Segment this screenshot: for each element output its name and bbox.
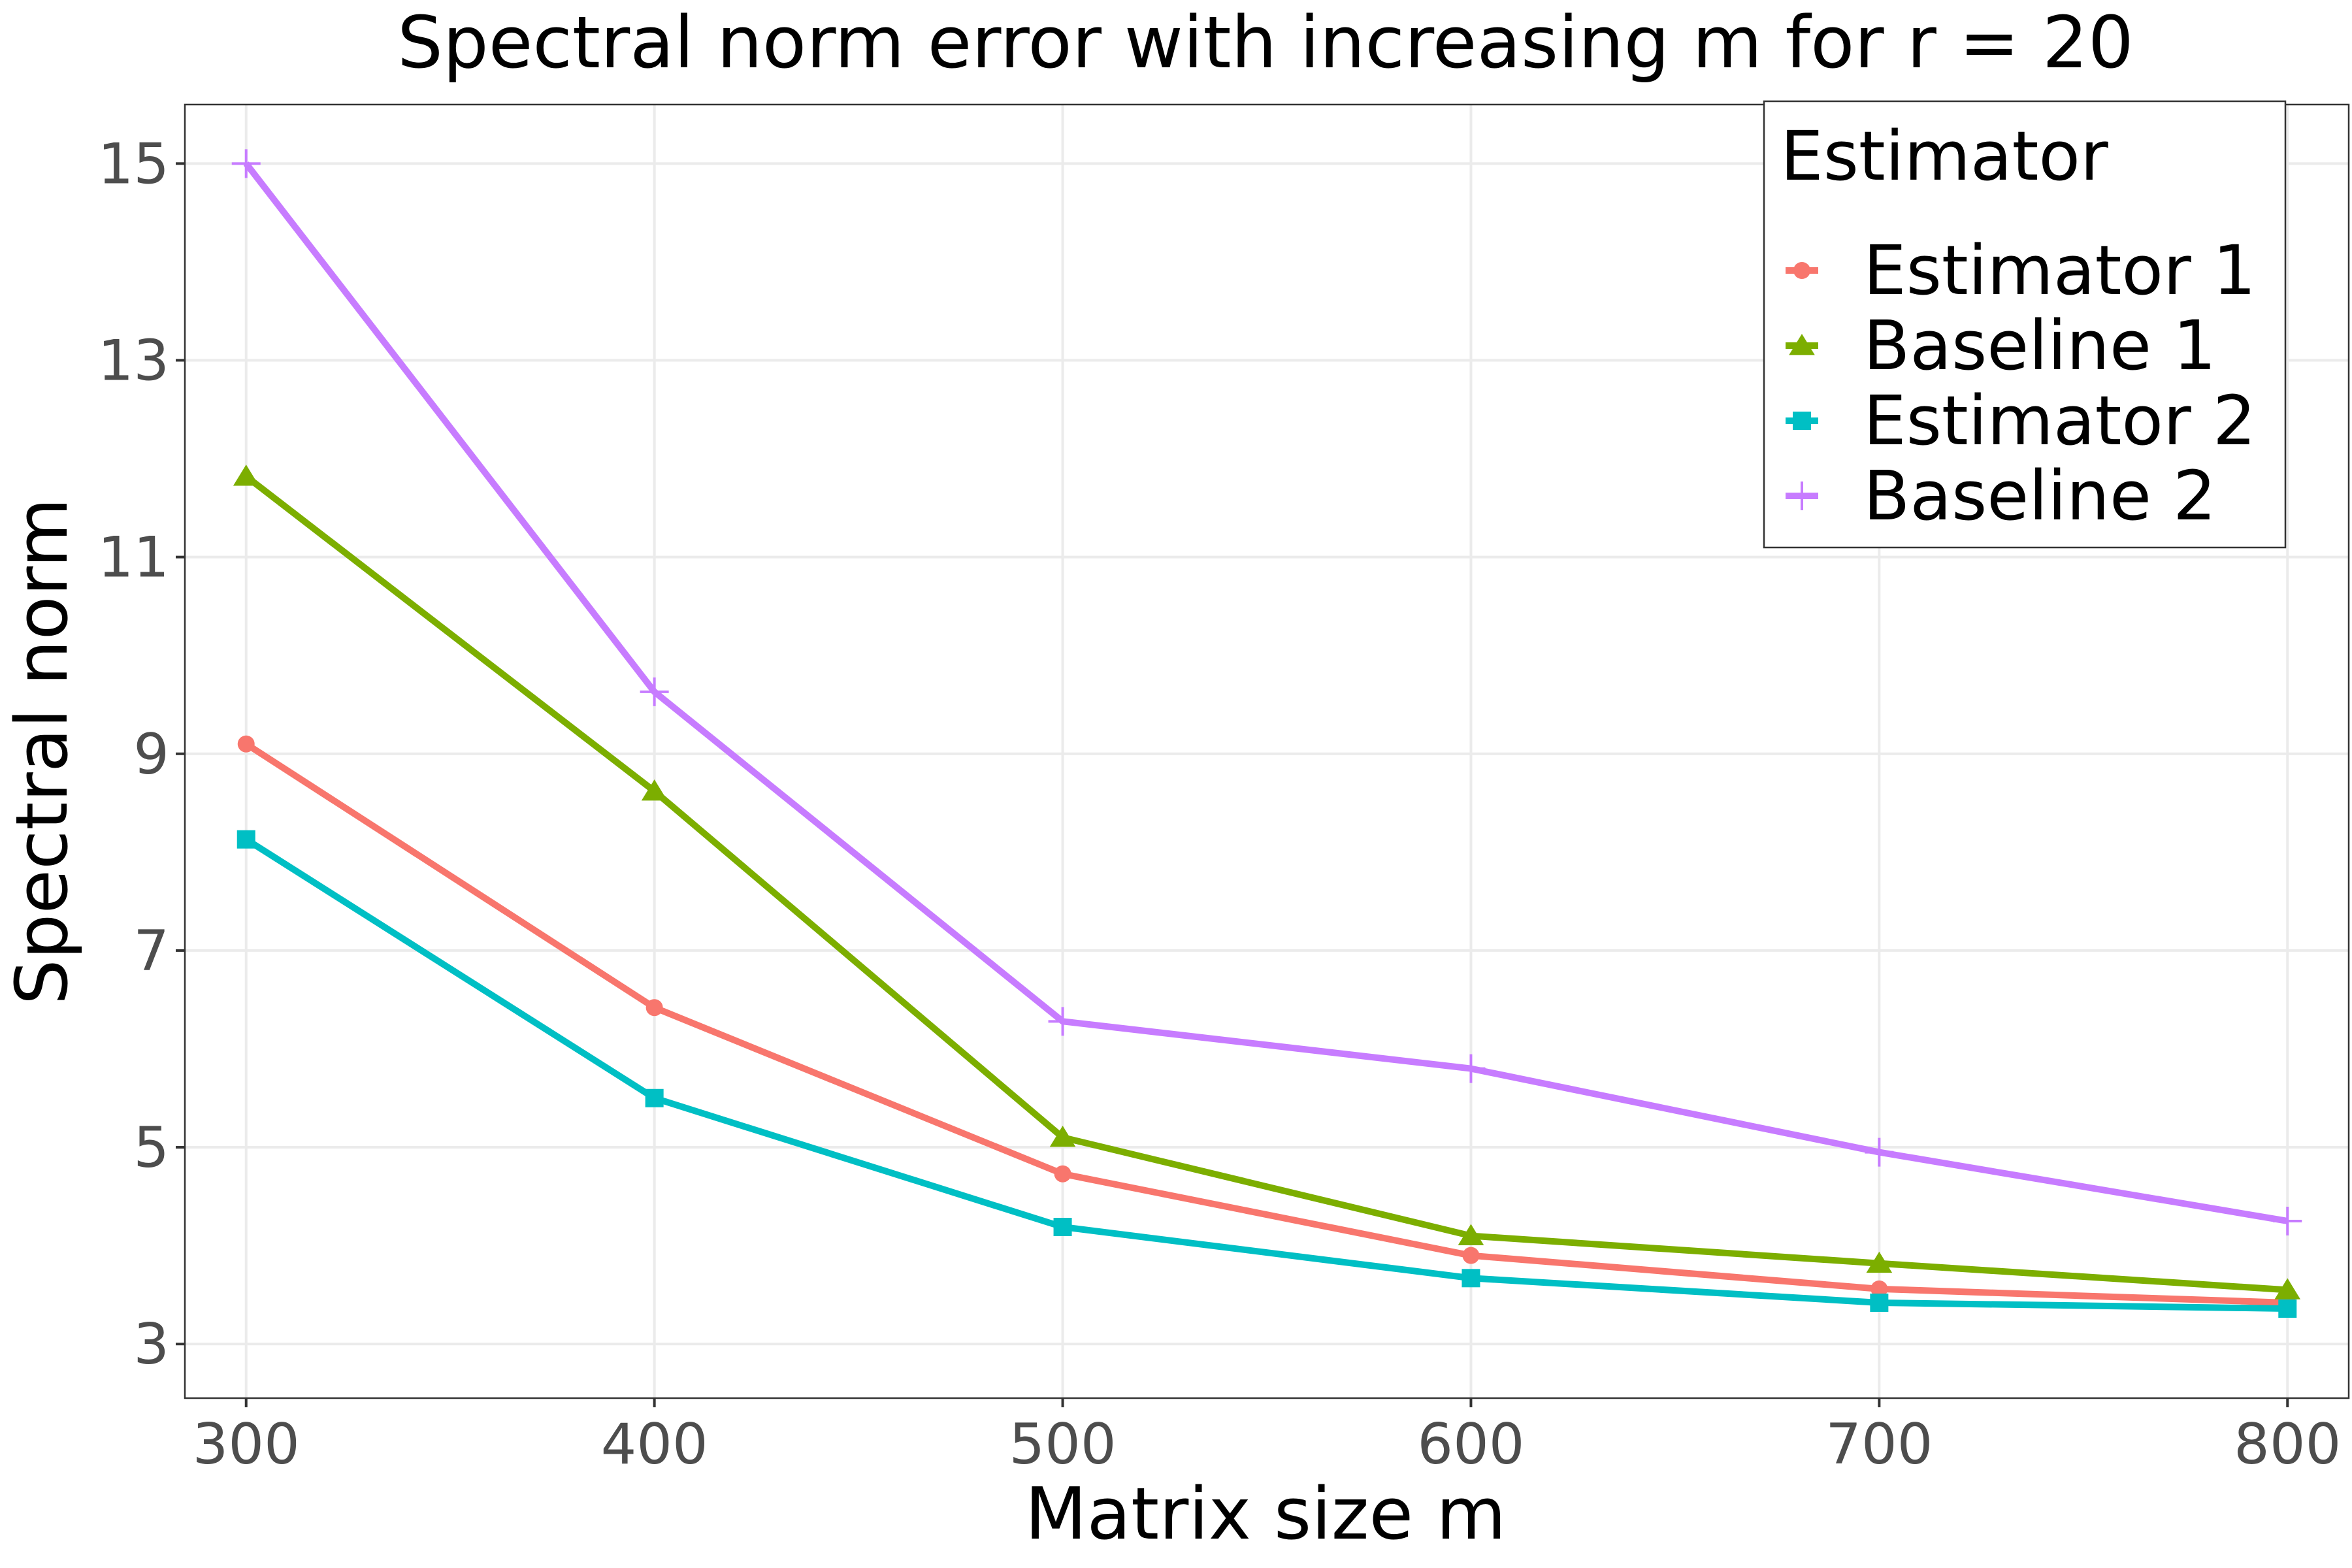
data-point: [1053, 1218, 1072, 1237]
y-tick-label: 7: [133, 919, 169, 984]
legend-label: Estimator 1: [1863, 231, 2256, 310]
y-tick-label: 3: [133, 1312, 169, 1377]
series-line: [244, 741, 2288, 1306]
data-point: [1462, 1269, 1480, 1288]
data-point: [237, 735, 255, 753]
data-point: [1870, 1280, 1888, 1298]
data-point: [645, 1088, 664, 1107]
y-tick-label: 11: [98, 525, 169, 591]
series-estimator-1: [237, 735, 2296, 1311]
data-point: [1048, 1007, 1077, 1036]
legend-key-marker: [1789, 334, 1815, 355]
x-tick-label: 300: [193, 1412, 300, 1477]
legend-key-marker: [1793, 412, 1811, 430]
series-line: [243, 161, 2289, 1224]
legend-item: Estimator 1: [1786, 231, 2256, 310]
x-tick-label: 500: [1009, 1412, 1116, 1477]
series-baseline-1: [233, 465, 2301, 1299]
y-tick-label: 13: [98, 328, 169, 393]
legend-label: Estimator 2: [1863, 381, 2256, 461]
x-tick-label: 600: [1417, 1412, 1524, 1477]
legend-item: Estimator 2: [1786, 381, 2256, 461]
series-line: [244, 474, 2288, 1294]
data-point: [233, 465, 259, 486]
data-point: [1865, 1137, 1894, 1167]
data-point: [640, 677, 669, 706]
series-baseline-2: [231, 149, 2302, 1235]
x-tick-label: 800: [2234, 1412, 2341, 1477]
x-tick-label: 400: [601, 1412, 708, 1477]
data-point: [645, 999, 663, 1017]
legend-key-marker: [1788, 482, 1816, 510]
data-point: [1462, 1247, 1480, 1264]
series-estimator-2: [237, 830, 2297, 1318]
y-tick-label: 9: [133, 722, 169, 787]
legend-item: Baseline 1: [1786, 306, 2216, 385]
data-point: [237, 830, 255, 849]
legend-label: Baseline 2: [1863, 456, 2216, 536]
data-point: [1049, 1125, 1076, 1147]
series-line: [244, 836, 2288, 1312]
data-point: [1458, 1224, 1484, 1245]
data-point: [231, 149, 261, 178]
legend-box: [1763, 100, 2287, 549]
x-axis-title: Matrix size m: [1025, 1472, 1507, 1556]
legend-title: Estimator: [1780, 116, 2108, 196]
data-point: [2278, 1299, 2297, 1318]
plot-panel-border: [184, 103, 2350, 1399]
data-point: [2274, 1278, 2301, 1299]
data-point: [1866, 1251, 1893, 1273]
data-point: [2273, 1206, 2302, 1235]
y-tick-label: 15: [98, 131, 169, 197]
data-point: [641, 779, 668, 801]
data-point: [1054, 1165, 1071, 1183]
legend-key-marker: [1793, 262, 1810, 279]
series-layer: [231, 149, 2302, 1318]
y-axis-title: Spectral norm: [0, 498, 84, 1005]
data-point: [1456, 1054, 1486, 1083]
data-point: [1870, 1293, 1889, 1312]
legend-label: Baseline 1: [1863, 306, 2216, 385]
legend-item: Baseline 2: [1786, 456, 2216, 536]
axes: 300 400 500 600 700 800 3 5 7 9 11 13 15: [98, 131, 2342, 1477]
x-tick-label: 700: [1825, 1412, 1933, 1477]
y-tick-label: 5: [133, 1115, 169, 1181]
chart-title: Spectral norm error with increasing m fo…: [397, 1, 2134, 84]
